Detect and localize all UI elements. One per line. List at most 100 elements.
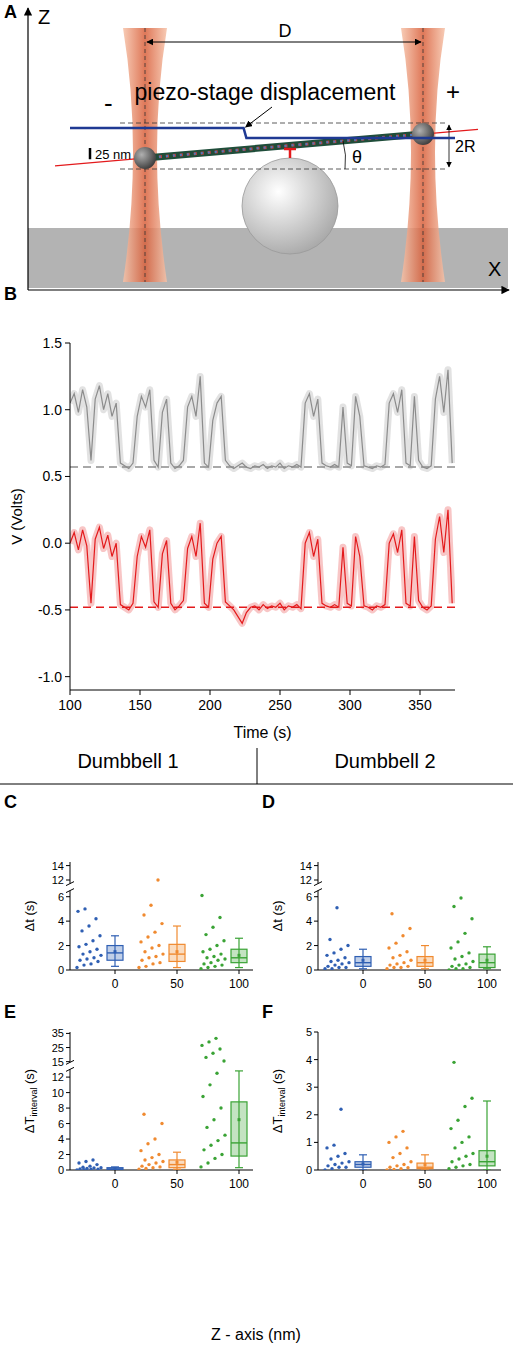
x-tick-label: 100 (477, 1177, 497, 1191)
y-tick-label: 4 (58, 915, 64, 927)
data-point (95, 1163, 98, 1166)
y-axis-title: Δt (s) (22, 900, 37, 931)
box-panel: 02461214050100Δt (s) (270, 860, 501, 991)
x-tick (70, 690, 71, 695)
protein-link (289, 149, 292, 158)
y-tick-label: 6 (58, 1118, 64, 1130)
y-tick (66, 1123, 70, 1124)
data-point (85, 1167, 88, 1170)
y-axis-title: ΔTinterval (s) (270, 1069, 287, 1133)
box (417, 1163, 433, 1169)
y-tick-label: 15 (52, 1056, 64, 1068)
x-tick-label: 50 (418, 1177, 432, 1191)
data-point (81, 1166, 84, 1169)
data-point (213, 965, 216, 968)
y-tick-label: 4 (306, 1054, 312, 1066)
y-tick (66, 970, 70, 971)
data-point (200, 1044, 203, 1047)
distance-label: D (279, 21, 292, 41)
data-point (401, 1130, 404, 1133)
data-point (201, 1095, 204, 1098)
y-tick (66, 1033, 70, 1034)
data-point (88, 950, 91, 953)
data-point (157, 1153, 160, 1156)
data-point (330, 1167, 333, 1170)
data-point (468, 966, 471, 969)
y-tick-label: 12 (300, 874, 312, 886)
whisker-cap (235, 1167, 243, 1168)
data-point (78, 959, 81, 962)
data-point (140, 1164, 143, 1167)
panel-letter: F (262, 1002, 273, 1022)
x-tick (487, 970, 488, 974)
x-tick (140, 690, 141, 695)
data-point (409, 1160, 412, 1163)
whisker-cap (111, 935, 119, 936)
data-point (323, 967, 326, 970)
data-point (76, 910, 79, 913)
mean (176, 950, 179, 953)
data-point (220, 1153, 223, 1156)
data-point (144, 965, 147, 968)
y-axis-title-part: Δt (s) (270, 900, 285, 931)
y-tick (314, 1170, 318, 1171)
data-point (336, 959, 339, 962)
data-point (77, 945, 80, 948)
panel-a: ZXD-+θ2R (28, 6, 509, 290)
data-point (154, 1161, 157, 1164)
mean (176, 1161, 179, 1164)
whisker-cap (235, 938, 243, 939)
trace-envelope (70, 370, 452, 469)
data-point (335, 906, 338, 909)
mean (424, 1163, 427, 1166)
trapped-bead (134, 147, 156, 169)
data-point (219, 952, 222, 955)
x-tick (425, 970, 426, 974)
y-tick (314, 1087, 318, 1088)
data-point (326, 1164, 329, 1167)
y-tick (65, 343, 70, 344)
y-axis-title: Δt (s) (270, 900, 285, 931)
data-point (402, 1163, 405, 1166)
y-axis-title-part: ΔT (270, 1117, 285, 1134)
x-tick-label: 0 (360, 977, 367, 991)
y-tick (66, 880, 70, 881)
data-point (202, 962, 205, 965)
whisker-cap (111, 966, 119, 967)
data-point (460, 1141, 463, 1144)
data-point (99, 1166, 102, 1169)
data-point (339, 1108, 342, 1111)
z-axis (27, 8, 28, 290)
data-point (219, 1106, 222, 1109)
x-tick-label: 300 (338, 697, 362, 713)
y-tick (314, 896, 318, 897)
data-point (89, 1168, 92, 1170)
data-point (399, 1167, 402, 1170)
data-point (89, 962, 92, 965)
panel-letter: D (262, 792, 275, 812)
whisker-cap (173, 1169, 181, 1170)
median (169, 953, 185, 954)
x-tick-label: 0 (112, 1177, 119, 1191)
data-point (463, 932, 466, 935)
data-point (401, 934, 404, 937)
data-point (325, 954, 328, 957)
data-point (385, 967, 388, 970)
scale-bar-label: 25 nm (95, 147, 131, 162)
axis-break (314, 889, 322, 893)
data-point (154, 955, 157, 958)
whisker-cap (235, 967, 243, 968)
data-point (329, 960, 332, 963)
mean (362, 1162, 365, 1165)
y-tick (65, 676, 70, 677)
data-point (461, 967, 464, 970)
data-point (347, 961, 350, 964)
data-point (453, 1146, 456, 1149)
x-tick (350, 690, 351, 695)
x-tick (420, 690, 421, 695)
plot-area (323, 1061, 495, 1170)
y-tick (65, 476, 70, 477)
data-point (139, 940, 142, 943)
data-point (459, 896, 462, 899)
data-point (392, 966, 395, 969)
